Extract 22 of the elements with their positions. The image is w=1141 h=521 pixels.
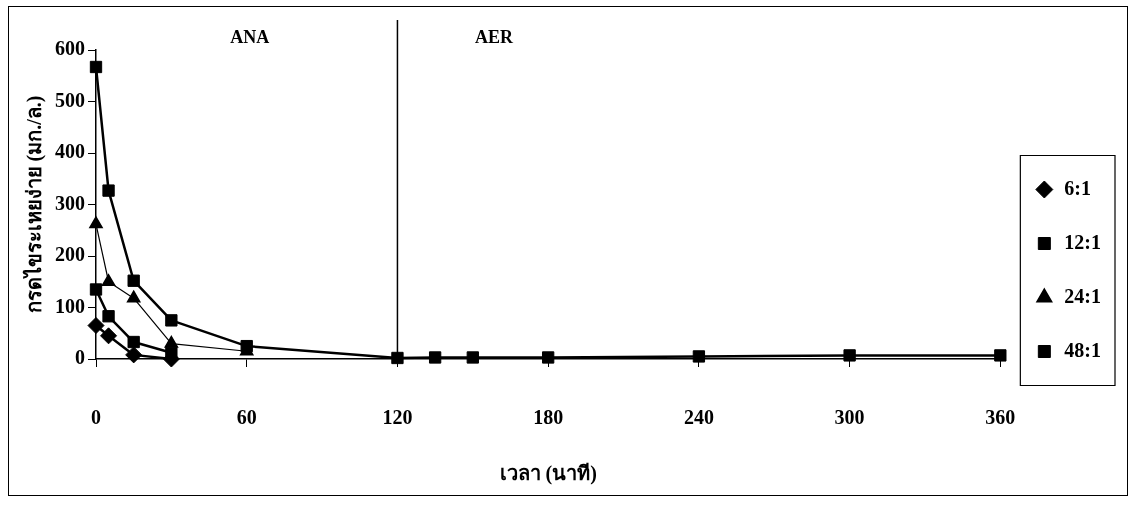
y-tick-label: 300 (55, 191, 85, 214)
x-tick-label: 180 (533, 406, 564, 429)
text: AER (474, 26, 514, 47)
x-tick-label: 0 (91, 406, 101, 429)
x-tick-label: 360 (985, 406, 1016, 429)
y-tick-label: 200 (55, 243, 85, 266)
x-tick-label: 60 (236, 406, 257, 429)
legend-label: 24:1 (1064, 284, 1102, 307)
y-tick-label: 0 (75, 346, 85, 369)
y-tick-label: 600 (55, 37, 85, 60)
y-tick-label: 400 (55, 140, 85, 163)
y-tick-label: 100 (55, 294, 85, 317)
x-tick-label: 300 (834, 406, 865, 429)
legend-label: 12:1 (1064, 230, 1102, 253)
legend-label: 48:1 (1064, 338, 1102, 361)
y-axis-title: กรดไขระเหยง่าย (มก./ล.) (22, 95, 47, 314)
x-axis-title: เวลา (นาที) (499, 462, 597, 486)
x-tick-label: 240 (683, 406, 714, 429)
y-tick-label: 500 (55, 88, 85, 111)
legend-label: 6:1 (1064, 176, 1092, 199)
x-tick-label: 120 (382, 406, 413, 429)
text: ANA (230, 26, 270, 47)
